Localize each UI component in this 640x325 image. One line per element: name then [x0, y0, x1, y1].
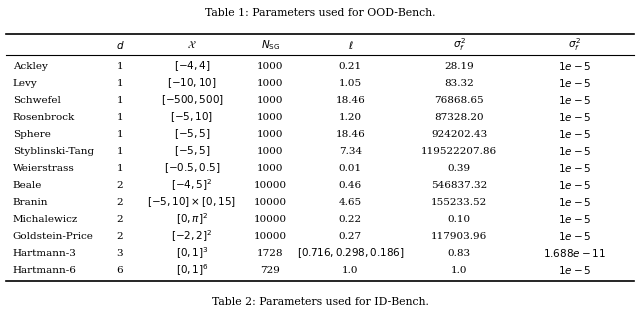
Text: $[-2, 2]^2$: $[-2, 2]^2$ — [172, 228, 212, 244]
Text: 117903.96: 117903.96 — [431, 232, 487, 240]
Text: $1.688e-11$: $1.688e-11$ — [543, 247, 606, 259]
Text: $1e-5$: $1e-5$ — [557, 179, 591, 191]
Text: $[-0.5, 0.5]$: $[-0.5, 0.5]$ — [164, 161, 220, 175]
Text: 18.46: 18.46 — [335, 96, 365, 105]
Text: 1000: 1000 — [257, 96, 284, 105]
Text: $[-5, 5]$: $[-5, 5]$ — [173, 144, 211, 158]
Text: 2: 2 — [116, 232, 124, 240]
Text: 87328.20: 87328.20 — [435, 113, 484, 122]
Text: 0.10: 0.10 — [447, 214, 471, 224]
Text: 1728: 1728 — [257, 249, 284, 257]
Text: Hartmann-3: Hartmann-3 — [13, 249, 77, 257]
Text: 119522207.86: 119522207.86 — [421, 147, 497, 156]
Text: 6: 6 — [116, 266, 124, 275]
Text: $1e-5$: $1e-5$ — [557, 77, 591, 89]
Text: 0.21: 0.21 — [339, 62, 362, 71]
Text: 28.19: 28.19 — [444, 62, 474, 71]
Text: 155233.52: 155233.52 — [431, 198, 487, 207]
Text: Beale: Beale — [13, 181, 42, 190]
Text: $1e-5$: $1e-5$ — [557, 213, 591, 225]
Text: $1e-5$: $1e-5$ — [557, 196, 591, 208]
Text: $N_{\mathrm{SG}}$: $N_{\mathrm{SG}}$ — [260, 38, 280, 52]
Text: $[-500, 500]$: $[-500, 500]$ — [161, 93, 223, 107]
Text: 1: 1 — [116, 113, 124, 122]
Text: $1e-5$: $1e-5$ — [557, 111, 591, 123]
Text: 4.65: 4.65 — [339, 198, 362, 207]
Text: $1e-5$: $1e-5$ — [557, 162, 591, 174]
Text: 1: 1 — [116, 79, 124, 88]
Text: 1000: 1000 — [257, 164, 284, 173]
Text: 7.34: 7.34 — [339, 147, 362, 156]
Text: 1: 1 — [116, 147, 124, 156]
Text: 0.46: 0.46 — [339, 181, 362, 190]
Text: 1.05: 1.05 — [339, 79, 362, 88]
Text: Table 2: Parameters used for ID-Bench.: Table 2: Parameters used for ID-Bench. — [212, 297, 428, 307]
Text: 0.39: 0.39 — [447, 164, 471, 173]
Text: Ackley: Ackley — [13, 62, 47, 71]
Text: $[-10, 10]$: $[-10, 10]$ — [167, 76, 217, 90]
Text: 1: 1 — [116, 62, 124, 71]
Text: 10000: 10000 — [254, 198, 287, 207]
Text: 729: 729 — [260, 266, 280, 275]
Text: $1e-5$: $1e-5$ — [557, 264, 591, 276]
Text: $[-5, 10]$: $[-5, 10]$ — [170, 111, 214, 124]
Text: 1000: 1000 — [257, 62, 284, 71]
Text: 83.32: 83.32 — [444, 79, 474, 88]
Text: 76868.65: 76868.65 — [435, 96, 484, 105]
Text: 1.0: 1.0 — [342, 266, 358, 275]
Text: $[-5, 5]$: $[-5, 5]$ — [173, 127, 211, 141]
Text: 10000: 10000 — [254, 181, 287, 190]
Text: Table 1: Parameters used for OOD-Bench.: Table 1: Parameters used for OOD-Bench. — [205, 8, 435, 18]
Text: Schwefel: Schwefel — [13, 96, 61, 105]
Text: $1e-5$: $1e-5$ — [557, 60, 591, 72]
Text: 1: 1 — [116, 96, 124, 105]
Text: Goldstein-Price: Goldstein-Price — [13, 232, 93, 240]
Text: 0.01: 0.01 — [339, 164, 362, 173]
Text: 2: 2 — [116, 181, 124, 190]
Text: Levy: Levy — [13, 79, 38, 88]
Text: $\ell$: $\ell$ — [348, 39, 353, 51]
Text: $[-5, 10]\times[0, 15]$: $[-5, 10]\times[0, 15]$ — [147, 195, 237, 209]
Text: 1.0: 1.0 — [451, 266, 467, 275]
Text: $[-4, 5]^2$: $[-4, 5]^2$ — [172, 177, 212, 193]
Text: $1e-5$: $1e-5$ — [557, 230, 591, 242]
Text: 10000: 10000 — [254, 214, 287, 224]
Text: 1: 1 — [116, 130, 124, 139]
Text: Styblinski-Tang: Styblinski-Tang — [13, 147, 94, 156]
Text: Rosenbrock: Rosenbrock — [13, 113, 75, 122]
Text: 1000: 1000 — [257, 130, 284, 139]
Text: 0.22: 0.22 — [339, 214, 362, 224]
Text: $[0, \pi]^2$: $[0, \pi]^2$ — [176, 211, 208, 227]
Text: Michalewicz: Michalewicz — [13, 214, 78, 224]
Text: 2: 2 — [116, 198, 124, 207]
Text: $1e-5$: $1e-5$ — [557, 145, 591, 157]
Text: $[-4, 4]$: $[-4, 4]$ — [173, 59, 211, 73]
Text: $[0.716, 0.298, 0.186]$: $[0.716, 0.298, 0.186]$ — [296, 246, 404, 260]
Text: $1e-5$: $1e-5$ — [557, 128, 591, 140]
Text: $[0, 1]^6$: $[0, 1]^6$ — [175, 262, 209, 278]
Text: $d$: $d$ — [116, 39, 124, 51]
Text: 1000: 1000 — [257, 113, 284, 122]
Text: $[0, 1]^3$: $[0, 1]^3$ — [175, 245, 209, 261]
Text: Weierstrass: Weierstrass — [13, 164, 74, 173]
Text: $\sigma_f^2$: $\sigma_f^2$ — [452, 36, 466, 53]
Text: 1.20: 1.20 — [339, 113, 362, 122]
Text: Sphere: Sphere — [13, 130, 51, 139]
Text: $1e-5$: $1e-5$ — [557, 94, 591, 106]
Text: 546837.32: 546837.32 — [431, 181, 487, 190]
Text: 10000: 10000 — [254, 232, 287, 240]
Text: Hartmann-6: Hartmann-6 — [13, 266, 77, 275]
Text: $\sigma_f^2$: $\sigma_f^2$ — [568, 36, 581, 53]
Text: 1000: 1000 — [257, 79, 284, 88]
Text: 924202.43: 924202.43 — [431, 130, 487, 139]
Text: $\mathcal{X}$: $\mathcal{X}$ — [187, 40, 197, 50]
Text: 1000: 1000 — [257, 147, 284, 156]
Text: 3: 3 — [116, 249, 124, 257]
Text: 2: 2 — [116, 214, 124, 224]
Text: 0.83: 0.83 — [447, 249, 471, 257]
Text: 18.46: 18.46 — [335, 130, 365, 139]
Text: Branin: Branin — [13, 198, 48, 207]
Text: 0.27: 0.27 — [339, 232, 362, 240]
Text: 1: 1 — [116, 164, 124, 173]
